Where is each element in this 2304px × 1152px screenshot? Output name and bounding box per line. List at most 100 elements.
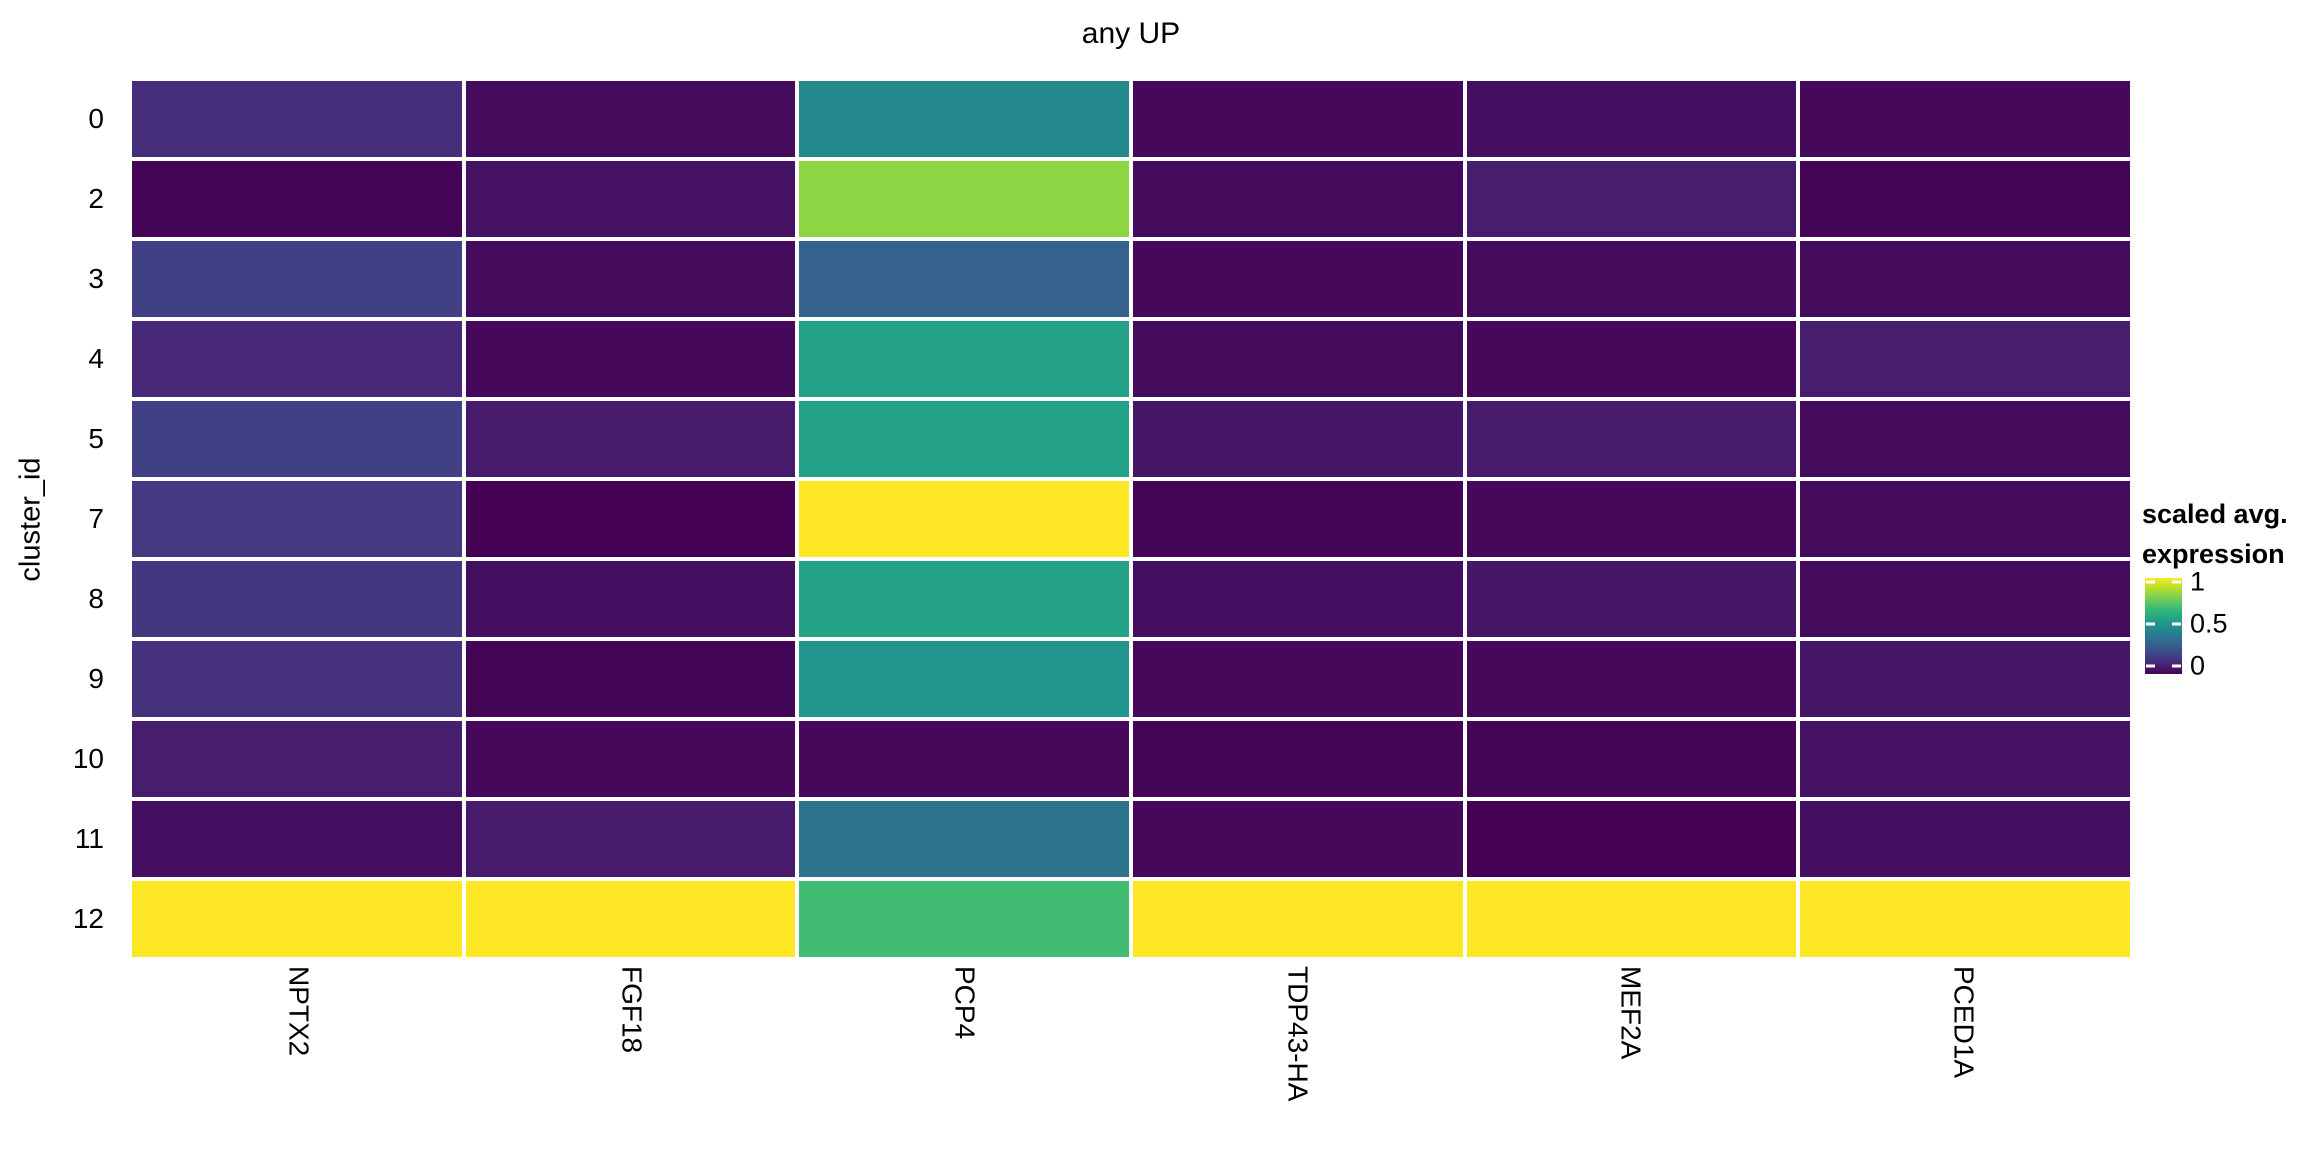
heatmap-cell [465, 721, 796, 797]
heatmap-cell [799, 481, 1129, 557]
heatmap-cell [1800, 881, 2130, 957]
y-tick-label: 3 [88, 263, 104, 294]
y-tick-label: 12 [72, 903, 104, 934]
heatmap-cell [1800, 481, 2130, 557]
x-tick-label-text: TDP43-HA [1282, 966, 1314, 1102]
heatmap-cell [1466, 881, 1797, 957]
heatmap-cell [1466, 161, 1797, 237]
heatmap-cell [132, 321, 462, 397]
heatmap-cell [799, 881, 1129, 957]
y-axis-tick-labels: 0 2 3 4 5 7 8 9 10 11 12 [42, 81, 120, 957]
legend-title: scaled avg. expression [2142, 494, 2288, 574]
x-tick-label-text: MEF2A [1615, 966, 1647, 1060]
heatmap-cell [465, 81, 796, 157]
heatmap-cell [132, 641, 462, 717]
x-tick-label-text: FGF18 [616, 966, 648, 1054]
legend-tick-mark [2146, 580, 2155, 584]
legend-tick-mark [2172, 580, 2181, 584]
heatmap-cell [132, 241, 462, 317]
legend-tick-mark [2172, 664, 2181, 668]
y-tick-label: 0 [88, 103, 104, 134]
heatmap-cell [799, 241, 1129, 317]
heatmap-cell [465, 321, 796, 397]
heatmap-cell [799, 561, 1129, 637]
legend-tick-label: 0.5 [2190, 608, 2228, 639]
legend-title-line2: expression [2142, 539, 2285, 569]
heatmap-cell [465, 481, 796, 557]
heatmap-cell [1800, 241, 2130, 317]
heatmap-cell [1800, 641, 2130, 717]
plot-title: any UP [1081, 17, 1181, 50]
x-tick-label-text: PCP4 [949, 966, 981, 1040]
heatmap-cell [1466, 641, 1797, 717]
x-tick-label: PCP4 [798, 966, 1131, 1152]
heatmap-cell [132, 481, 462, 557]
heatmap-cell [1466, 321, 1797, 397]
heatmap-cell [132, 81, 462, 157]
x-axis-tick-labels: NPTX2 FGF18 PCP4 TDP43-HA MEF2A PCED1A [132, 966, 2130, 1152]
legend: scaled avg. expression 1 0.5 0 [2138, 494, 2304, 724]
heatmap-cell [465, 801, 796, 877]
x-tick-label: TDP43-HA [1131, 966, 1464, 1152]
heatmap-cell [1132, 881, 1463, 957]
y-tick-label: 5 [88, 423, 104, 454]
heatmap-cell [1800, 721, 2130, 797]
heatmap-cell [465, 561, 796, 637]
heatmap-cell [465, 161, 796, 237]
heatmap-cell [1800, 321, 2130, 397]
heatmap-cell [1466, 401, 1797, 477]
legend-tick-label: 1 [2190, 566, 2206, 597]
heatmap-cell [799, 321, 1129, 397]
heatmap-cell [1466, 81, 1797, 157]
y-tick-label: 11 [74, 823, 104, 854]
heatmap-cell [1132, 321, 1463, 397]
x-tick-label: FGF18 [465, 966, 798, 1152]
y-tick-label: 8 [88, 583, 104, 614]
heatmap-cell [799, 721, 1129, 797]
heatmap-cell [1466, 721, 1797, 797]
heatmap-cell [1466, 561, 1797, 637]
y-tick-label: 2 [88, 183, 104, 214]
heatmap-cell [1466, 241, 1797, 317]
heatmap-grid [132, 81, 2130, 957]
legend-tick-mark [2146, 664, 2155, 668]
legend-tick-mark [2172, 622, 2181, 626]
heatmap-cell [1132, 481, 1463, 557]
legend-title-line1: scaled avg. [2142, 499, 2288, 529]
y-tick-label: 10 [72, 743, 104, 774]
heatmap-cell [1132, 801, 1463, 877]
heatmap-cell [132, 721, 462, 797]
x-tick-label-text: NPTX2 [283, 966, 315, 1057]
y-tick-label: 9 [88, 663, 104, 694]
x-tick-label: NPTX2 [132, 966, 465, 1152]
legend-tick-mark [2146, 622, 2155, 626]
heatmap-cell [132, 561, 462, 637]
x-tick-label: MEF2A [1464, 966, 1797, 1152]
heatmap-cell [799, 161, 1129, 237]
heatmap-cell [1466, 481, 1797, 557]
heatmap-cell [465, 241, 796, 317]
heatmap-cell [799, 801, 1129, 877]
heatmap-cell [465, 401, 796, 477]
heatmap-cell [132, 401, 462, 477]
legend-tick-label: 0 [2190, 650, 2206, 681]
heatmap-cell [132, 881, 462, 957]
heatmap-cell [132, 161, 462, 237]
heatmap-cell [1132, 81, 1463, 157]
x-tick-label-text: PCED1A [1948, 966, 1980, 1079]
y-tick-label: 4 [88, 343, 104, 374]
heatmap-cell [1466, 801, 1797, 877]
y-tick-label: 7 [88, 503, 104, 534]
heatmap-cell [1132, 721, 1463, 797]
heatmap-cell [1132, 161, 1463, 237]
heatmap-cell [799, 81, 1129, 157]
heatmap-cell [465, 641, 796, 717]
x-tick-label: PCED1A [1797, 966, 2130, 1152]
heatmap-cell [1132, 241, 1463, 317]
heatmap-cell [1132, 561, 1463, 637]
heatmap-cell [1800, 81, 2130, 157]
heatmap-cell [1800, 801, 2130, 877]
legend-colorbar [2145, 578, 2182, 674]
heatmap-cell [465, 881, 796, 957]
heatmap-cell [799, 641, 1129, 717]
